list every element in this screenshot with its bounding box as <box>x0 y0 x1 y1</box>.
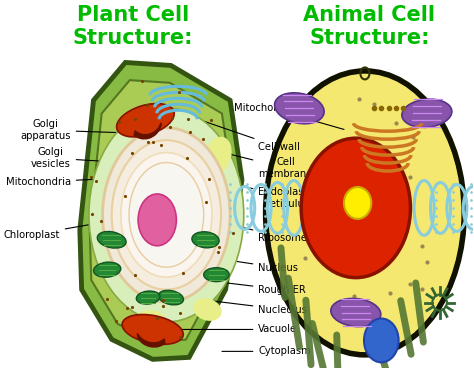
Ellipse shape <box>331 299 381 327</box>
Ellipse shape <box>138 194 176 246</box>
Text: Plant Cell
Structure:: Plant Cell Structure: <box>73 5 193 48</box>
Ellipse shape <box>102 128 230 302</box>
Text: Golgi
vesicles: Golgi vesicles <box>31 147 132 169</box>
Ellipse shape <box>122 314 183 344</box>
Polygon shape <box>90 80 232 341</box>
Text: Nucleus: Nucleus <box>195 255 298 273</box>
Ellipse shape <box>301 138 410 277</box>
Text: Mitochondrion: Mitochondrion <box>234 103 344 130</box>
Text: Chloroplast: Chloroplast <box>3 223 102 240</box>
Ellipse shape <box>158 290 183 305</box>
Ellipse shape <box>402 99 452 127</box>
Ellipse shape <box>129 163 204 267</box>
Text: Mitochondria: Mitochondria <box>6 177 119 187</box>
Ellipse shape <box>205 137 232 173</box>
Text: Vacuole: Vacuole <box>176 324 298 334</box>
Ellipse shape <box>364 318 399 362</box>
Text: Cytoplasm: Cytoplasm <box>222 346 311 356</box>
Text: Cell
membrane: Cell membrane <box>208 149 313 179</box>
Text: Nucleolus: Nucleolus <box>163 295 307 314</box>
Ellipse shape <box>192 232 219 248</box>
Text: Cell wall: Cell wall <box>204 121 300 152</box>
Ellipse shape <box>344 187 371 219</box>
Ellipse shape <box>265 71 464 355</box>
Text: Ribosomes: Ribosomes <box>222 223 312 243</box>
Text: Rough ER: Rough ER <box>185 278 306 294</box>
Polygon shape <box>80 62 242 359</box>
Ellipse shape <box>137 291 160 304</box>
Ellipse shape <box>93 262 121 277</box>
Ellipse shape <box>112 140 221 290</box>
Text: Endoplasmic
reticulum: Endoplasmic reticulum <box>213 179 322 209</box>
Ellipse shape <box>89 108 244 322</box>
Text: Golgi
apparatus: Golgi apparatus <box>20 120 135 141</box>
Ellipse shape <box>193 298 222 321</box>
Ellipse shape <box>117 104 174 137</box>
Ellipse shape <box>97 231 126 248</box>
Ellipse shape <box>204 268 229 282</box>
Ellipse shape <box>130 310 166 339</box>
Ellipse shape <box>274 93 324 124</box>
Text: Animal Cell
Structure:: Animal Cell Structure: <box>303 5 436 48</box>
Ellipse shape <box>121 153 212 277</box>
